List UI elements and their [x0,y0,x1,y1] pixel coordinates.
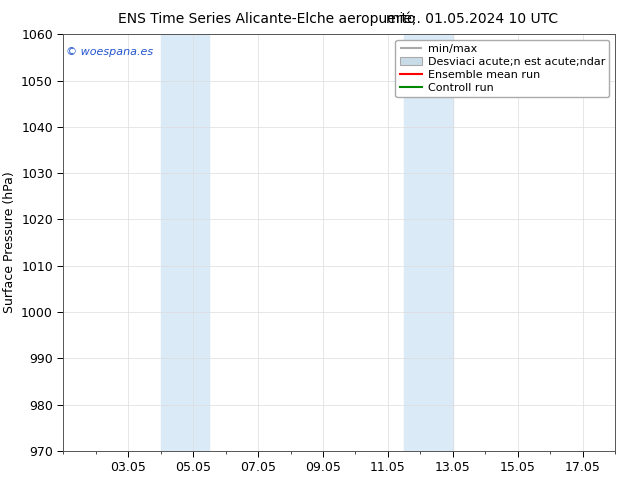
Text: ENS Time Series Alicante-Elche aeropuerto: ENS Time Series Alicante-Elche aeropuert… [117,12,415,26]
Text: mié;. 01.05.2024 10 UTC: mié;. 01.05.2024 10 UTC [386,12,558,26]
Text: © woespana.es: © woespana.es [66,47,153,57]
Y-axis label: Surface Pressure (hPa): Surface Pressure (hPa) [3,172,16,314]
Bar [161,34,209,451]
Bar [404,34,453,451]
Legend: min/max, Desviaci acute;n est acute;ndar, Ensemble mean run, Controll run: min/max, Desviaci acute;n est acute;ndar… [396,40,609,97]
